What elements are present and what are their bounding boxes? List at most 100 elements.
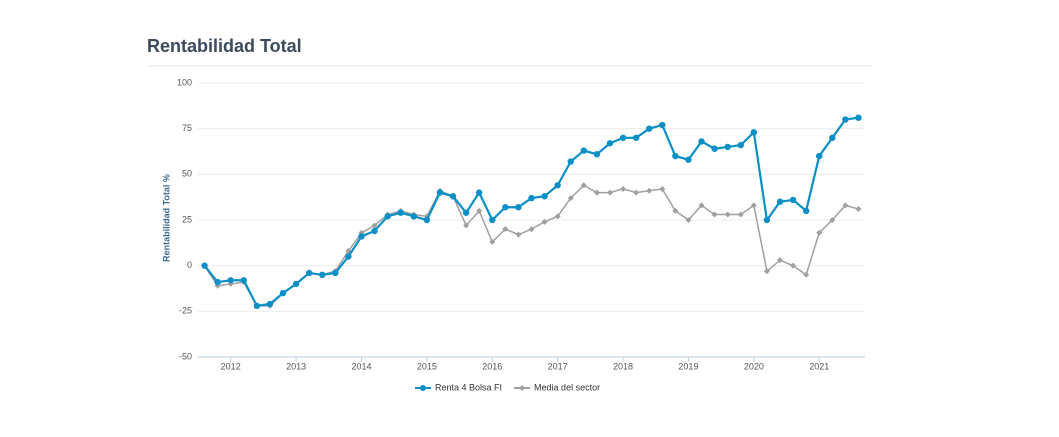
point <box>790 262 797 269</box>
point <box>855 206 862 213</box>
series-line <box>203 116 859 308</box>
point <box>816 152 823 160</box>
legend-label: Media del sector <box>534 382 600 392</box>
point <box>789 196 797 204</box>
point <box>201 262 208 269</box>
point <box>253 302 261 310</box>
point <box>803 271 810 278</box>
x-tick-label: 2014 <box>351 361 371 371</box>
point <box>410 213 417 220</box>
point <box>672 152 679 160</box>
point <box>502 204 509 211</box>
legend-marker <box>420 385 426 391</box>
point <box>292 280 300 288</box>
x-tick-label: 2017 <box>548 361 568 371</box>
y-axis-label: Rentabilidad Total % <box>161 174 171 262</box>
point <box>711 211 718 218</box>
point <box>358 233 365 240</box>
point <box>724 211 731 218</box>
x-tick-label: 2020 <box>744 361 764 371</box>
point <box>606 189 613 196</box>
point <box>214 278 221 286</box>
point <box>463 222 470 229</box>
point <box>580 147 588 154</box>
point <box>606 140 614 147</box>
point <box>593 151 601 158</box>
point <box>776 257 783 264</box>
point <box>724 143 731 151</box>
point <box>829 217 836 223</box>
point <box>685 156 692 163</box>
point <box>319 271 326 278</box>
point <box>384 213 391 220</box>
x-tick-label: 2012 <box>221 361 241 371</box>
point <box>842 116 849 123</box>
point <box>489 216 496 224</box>
point <box>449 193 457 200</box>
point <box>593 189 600 196</box>
point <box>763 268 770 275</box>
point <box>763 216 771 224</box>
point <box>737 141 744 149</box>
x-tick-label: 2013 <box>286 361 306 371</box>
point <box>632 134 640 141</box>
point <box>567 195 574 202</box>
point <box>646 187 653 194</box>
point <box>371 227 378 235</box>
y-tick-label: 25 <box>182 214 192 224</box>
y-tick-label: 100 <box>177 77 192 87</box>
point <box>842 202 849 209</box>
point <box>554 213 561 220</box>
point <box>672 207 679 214</box>
y-tick-label: 50 <box>182 169 192 179</box>
point <box>345 253 352 260</box>
series-line <box>203 184 859 307</box>
point <box>475 189 483 196</box>
point <box>737 211 744 218</box>
point <box>698 138 705 145</box>
point <box>567 158 574 165</box>
point <box>802 207 810 215</box>
point <box>659 121 666 129</box>
y-tick-label: -25 <box>179 306 192 316</box>
point <box>240 277 247 284</box>
point <box>711 145 718 152</box>
point <box>528 226 535 233</box>
x-tick-label: 2019 <box>678 361 698 371</box>
point <box>685 217 692 223</box>
point <box>279 289 287 297</box>
point <box>332 269 339 277</box>
point <box>646 125 653 132</box>
point <box>266 300 274 308</box>
point <box>515 231 522 238</box>
point <box>541 218 548 225</box>
x-tick-label: 2015 <box>417 361 437 371</box>
point <box>528 194 535 202</box>
point <box>620 185 627 192</box>
point <box>227 277 234 284</box>
legend-label: Renta 4 Bolsa FI <box>435 382 502 392</box>
x-tick-label: 2021 <box>809 361 829 371</box>
point <box>829 134 836 141</box>
point <box>489 238 496 245</box>
point <box>436 189 444 196</box>
point <box>541 193 548 200</box>
x-tick-label: 2018 <box>613 361 633 371</box>
point <box>750 129 758 136</box>
point <box>698 202 705 209</box>
point <box>750 202 757 209</box>
point <box>619 134 627 141</box>
chart-title: Rentabilidad Total <box>147 36 302 56</box>
x-tick-label: 2016 <box>482 361 502 371</box>
legend-marker <box>519 385 526 391</box>
y-tick-label: -50 <box>179 351 192 361</box>
point <box>580 182 587 189</box>
y-tick-label: 0 <box>187 260 192 270</box>
point <box>776 198 784 205</box>
point <box>633 189 640 196</box>
point <box>659 185 666 192</box>
y-tick-label: 75 <box>182 123 192 133</box>
point <box>476 207 483 214</box>
point <box>397 209 404 216</box>
